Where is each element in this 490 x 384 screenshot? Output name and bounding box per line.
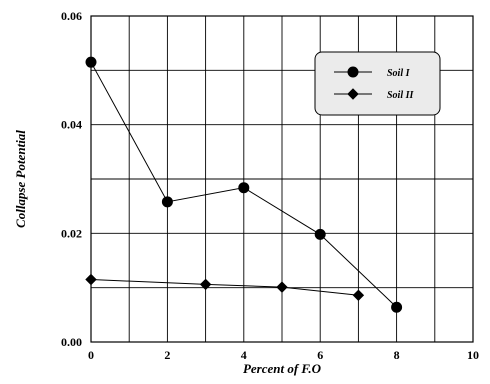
data-point-soil-i — [314, 228, 326, 240]
legend-marker-soil-i — [347, 66, 359, 78]
y-tick-label: 0.02 — [61, 226, 82, 240]
y-tick-label: 0.06 — [61, 9, 82, 23]
data-point-soil-i — [85, 56, 97, 68]
series-layer — [85, 56, 403, 313]
x-tick-label: 2 — [164, 348, 170, 362]
data-point-soil-ii — [85, 273, 97, 286]
data-point-soil-ii — [199, 278, 212, 291]
x-tick-label: 6 — [317, 348, 323, 362]
tick-labels: 0 2 4 6 8 10 0.00 0.02 0.04 0.06 — [61, 9, 479, 362]
y-axis-label: Collapse Potential — [13, 130, 28, 228]
legend-label-soil-ii: Soil II — [387, 90, 415, 101]
legend: Soil I Soil II — [314, 51, 441, 116]
data-point-soil-i — [161, 196, 173, 208]
x-tick-label: 8 — [394, 348, 400, 362]
legend-box — [314, 51, 441, 116]
data-point-soil-i — [238, 182, 250, 194]
x-tick-label: 10 — [467, 348, 479, 362]
legend-marker-soil-ii — [347, 88, 359, 100]
y-tick-label: 0.04 — [61, 118, 82, 132]
x-tick-label: 0 — [88, 348, 94, 362]
legend-label-soil-i: Soil I — [387, 68, 411, 79]
y-tick-label: 0.00 — [61, 335, 82, 349]
plot-frame — [90, 15, 474, 343]
x-axis-label: Percent of F.O — [243, 361, 322, 376]
data-point-soil-i — [391, 301, 403, 313]
series-line-soil-ii — [90, 279, 359, 296]
data-point-soil-ii — [276, 281, 288, 293]
data-point-soil-ii — [352, 289, 365, 301]
x-tick-label: 4 — [241, 348, 247, 362]
